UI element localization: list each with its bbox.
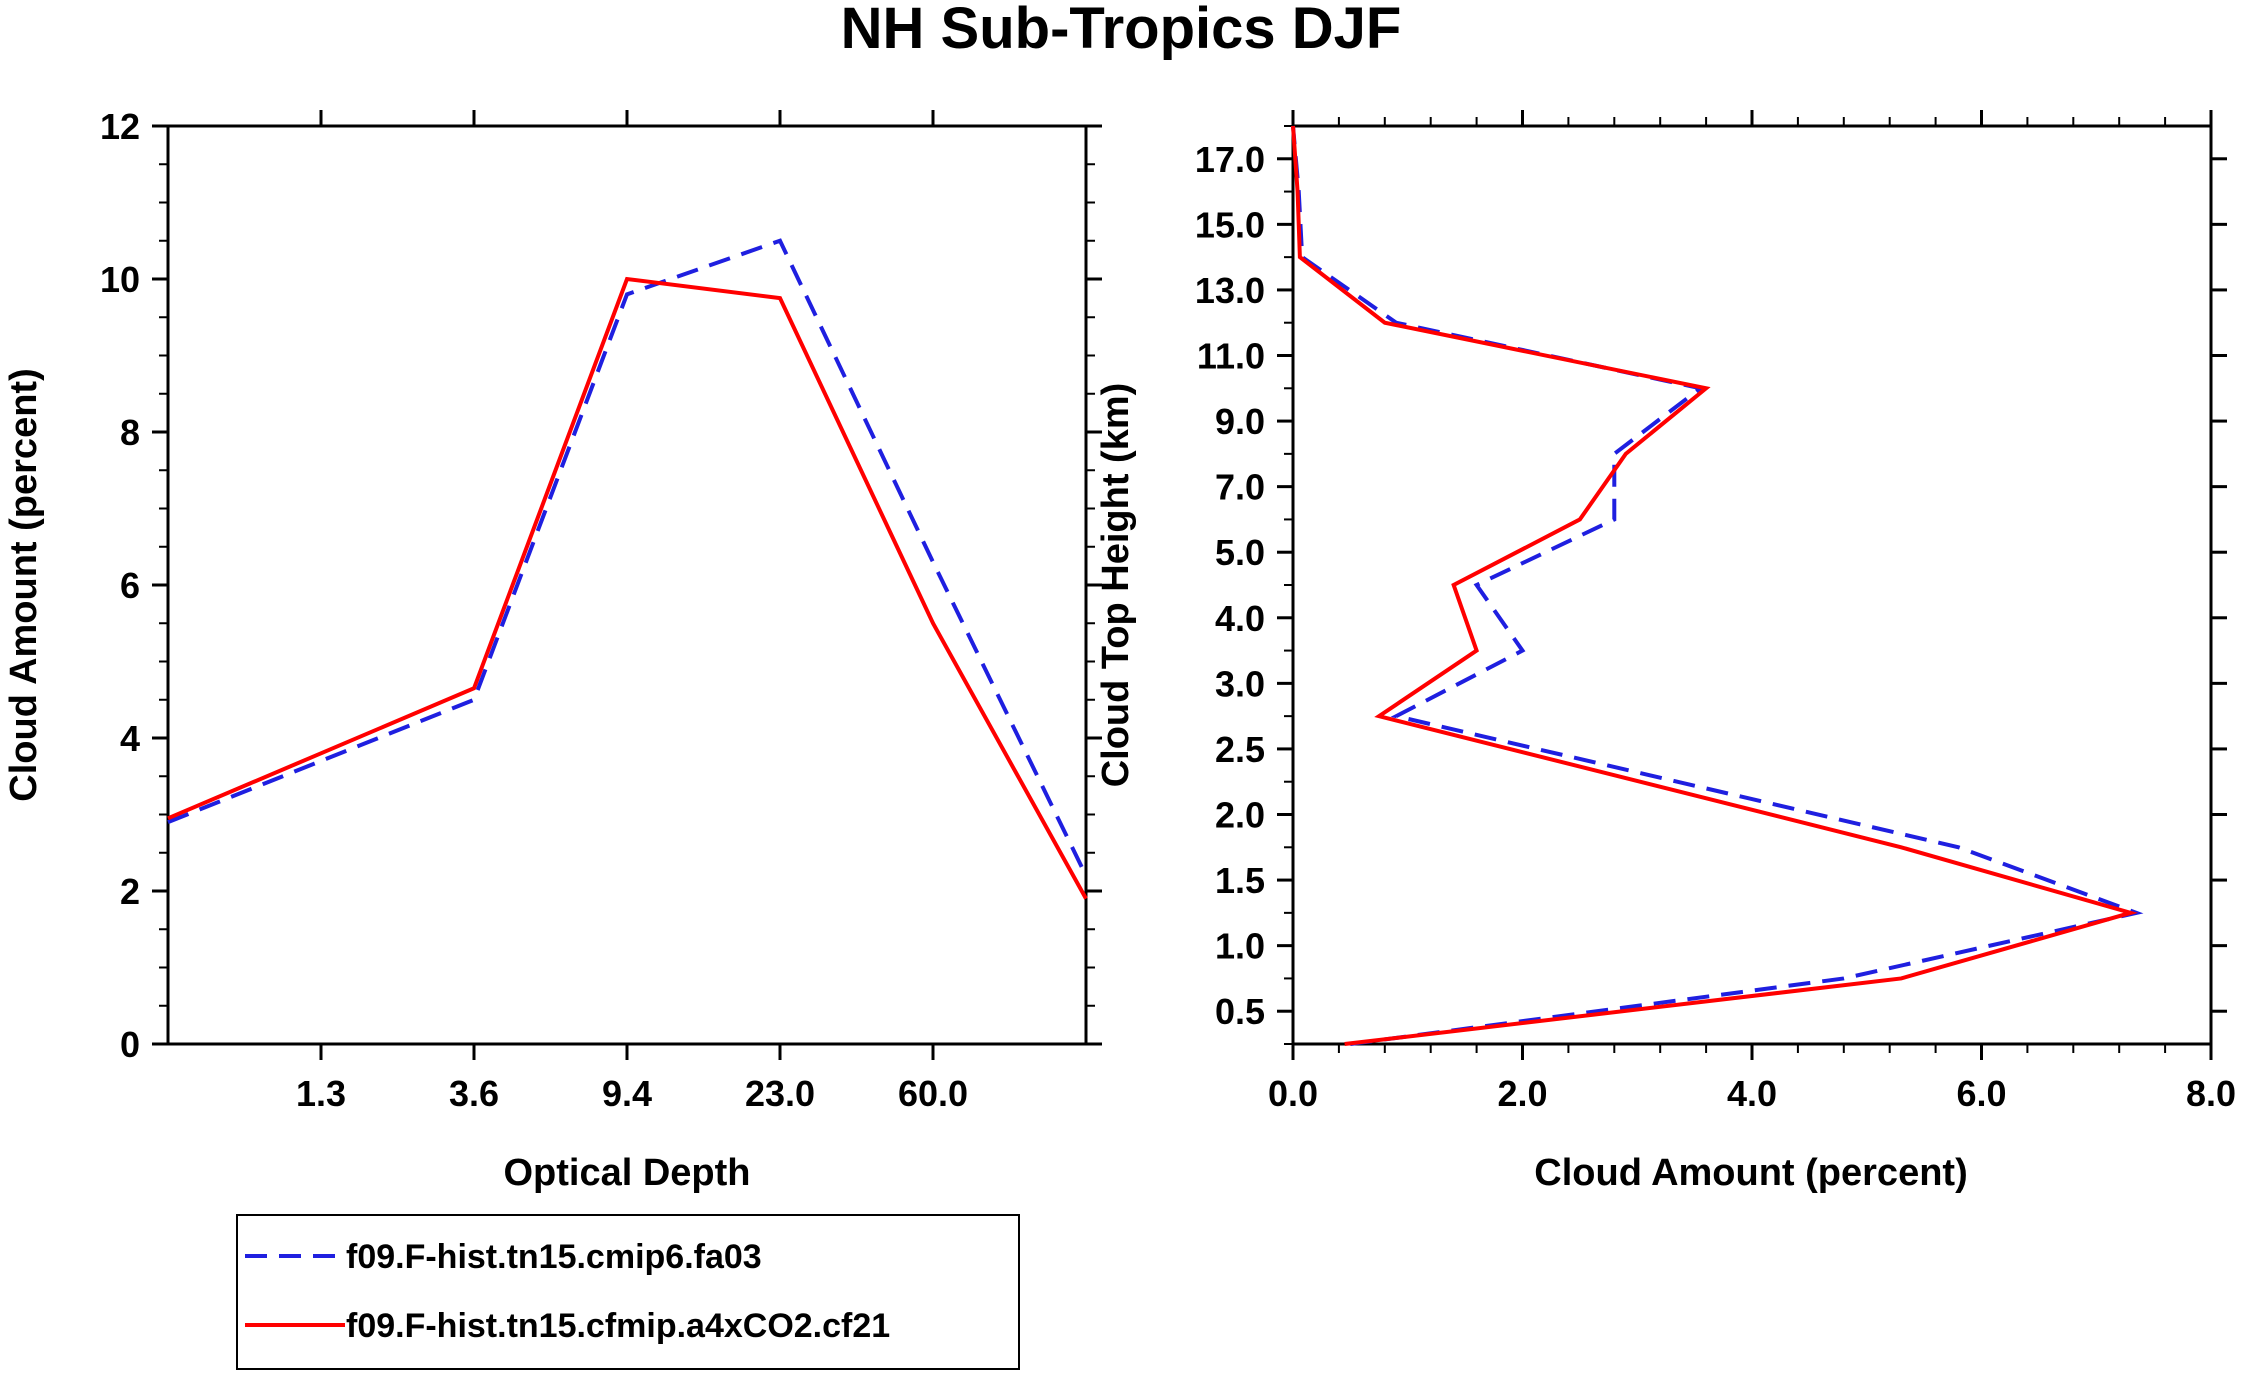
left-y-axis-label: Cloud Amount (percent): [3, 368, 45, 801]
left-x-tick-label: 60.0: [898, 1073, 968, 1114]
left-x-tick-label: 3.6: [449, 1073, 499, 1114]
right-series-line-1: [1291, 125, 2144, 1046]
right-y-tick-label: 13.0: [1195, 270, 1265, 311]
left-x-tick-label: 9.4: [602, 1073, 652, 1114]
right-y-tick-label: 17.0: [1195, 139, 1265, 180]
right-ticks: 0.5 1.0 1.5 2.0 2.5 3.0 4.0 5.0 7.0 9.0 11.0 13.0 15…: [1195, 110, 2236, 1114]
right-plot-frame: [1291, 124, 2213, 1046]
right-series-line-2: [1291, 125, 2138, 1046]
right-x-tick-label: 0.0: [1268, 1073, 1318, 1114]
left-y-tick-label: 10: [100, 259, 140, 300]
right-y-tick-label: 11.0: [1197, 336, 1265, 377]
left-x-tick-label: 23.0: [745, 1073, 815, 1114]
right-x-tick-label: 4.0: [1727, 1073, 1777, 1114]
right-y-axis-label: Cloud Top Height (km): [1095, 383, 1137, 788]
left-y-tick-label: 8: [120, 412, 140, 453]
left-y-tick-label: 0: [120, 1024, 140, 1065]
right-y-tick-label: 15.0: [1195, 204, 1265, 245]
right-y-tick-label: 2.5: [1215, 729, 1265, 770]
right-x-tick-label: 6.0: [1956, 1073, 2006, 1114]
left-x-tick-label: 1.3: [296, 1073, 346, 1114]
right-y-tick-label: 2.0: [1215, 795, 1265, 836]
right-x-tick-label: 8.0: [2186, 1073, 2236, 1114]
legend-label-series-2: f09.F-hist.tn15.cfmip.a4xCO2.cf21: [346, 1307, 890, 1345]
left-x-axis-label: Optical Depth: [503, 1152, 750, 1194]
right-lines: [1291, 125, 2144, 1046]
right-x-axis-label: Cloud Amount (percent): [1534, 1152, 1967, 1194]
legend-box: [236, 1214, 1020, 1370]
right-panel: 0.5 1.0 1.5 2.0 2.5 3.0 4.0 5.0 7.0 9.0 11.0 13.0 15…: [1095, 110, 2236, 1194]
left-y-tick-label: 6: [120, 565, 140, 606]
left-lines: [167, 238, 1088, 900]
chart-title: NH Sub-Tropics DJF: [841, 0, 1402, 61]
left-series-line-2: [167, 276, 1088, 900]
left-plot-frame: [166, 124, 1088, 1046]
legend-label-series-1: f09.F-hist.tn15.cmip6.fa03: [346, 1238, 762, 1276]
right-y-tick-label: 1.5: [1215, 860, 1265, 901]
left-y-tick-label: 2: [120, 871, 140, 912]
legend: f09.F-hist.tn15.cmip6.fa03 f09.F-hist.tn…: [236, 1214, 1020, 1370]
left-series-line-1: [167, 238, 1088, 877]
right-y-tick-label: 1.0: [1215, 926, 1265, 967]
right-y-tick-label: 9.0: [1215, 401, 1265, 442]
left-y-tick-label: 4: [120, 718, 140, 759]
left-ticks: 0 2 4 6 8 10 12 1.3 3.6 9.4 23.0 60.0: [100, 106, 1102, 1114]
right-y-tick-label: 0.5: [1215, 991, 1265, 1032]
left-panel: 0 2 4 6 8 10 12 1.3 3.6 9.4 23.0 60.0 Optical Depth…: [3, 106, 1102, 1194]
right-y-tick-label: 7.0: [1215, 467, 1265, 508]
right-y-tick-label: 3.0: [1215, 663, 1265, 704]
left-y-tick-label: 12: [100, 106, 140, 147]
right-x-tick-label: 2.0: [1497, 1073, 1547, 1114]
right-y-tick-label: 5.0: [1215, 532, 1265, 573]
right-y-tick-label: 4.0: [1215, 598, 1265, 639]
